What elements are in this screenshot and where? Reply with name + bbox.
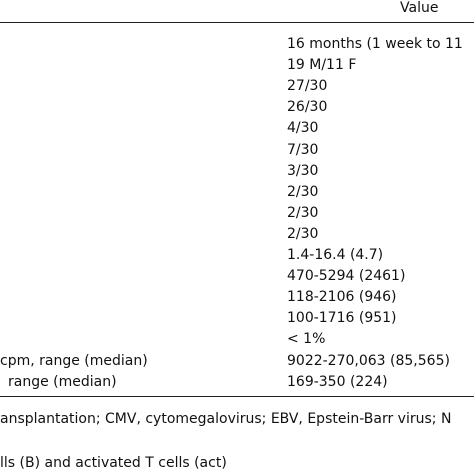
cell-value: 2/30 [287,204,319,221]
footnote: ansplantation; CMV, cytomegalovirus; EBV… [0,411,452,427]
cell-value: 1.4-16.4 (4.7) [287,247,384,263]
row-label: range (median) [8,373,117,390]
cell-value: < 1% [287,331,326,348]
cell-value: 27/30 [287,78,328,95]
row-label: cpm, range (median) [0,352,148,369]
cell-value: 100-1716 (951) [287,310,397,327]
cell-value: 16 months (1 week to 11 [287,36,463,52]
cell-value: 118-2106 (946) [287,289,397,306]
cell-value: 3/30 [287,162,319,179]
footnote: lls (B) and activated T cells (act) [0,455,227,471]
cell-value: 26/30 [287,99,328,116]
cell-value: 9022-270,063 (85,565) [287,352,450,369]
cell-value: 470-5294 (2461) [287,268,406,285]
cell-value: 2/30 [287,183,319,200]
cell-value: 7/30 [287,141,319,158]
header-rule [0,22,474,23]
cell-value: 2/30 [287,225,319,242]
cell-value: 4/30 [287,120,319,137]
table-bottom-rule [0,396,474,397]
cell-value: 19 M/11 F [287,57,357,74]
column-header: Value [400,0,439,16]
cell-value: 169-350 (224) [287,373,388,390]
